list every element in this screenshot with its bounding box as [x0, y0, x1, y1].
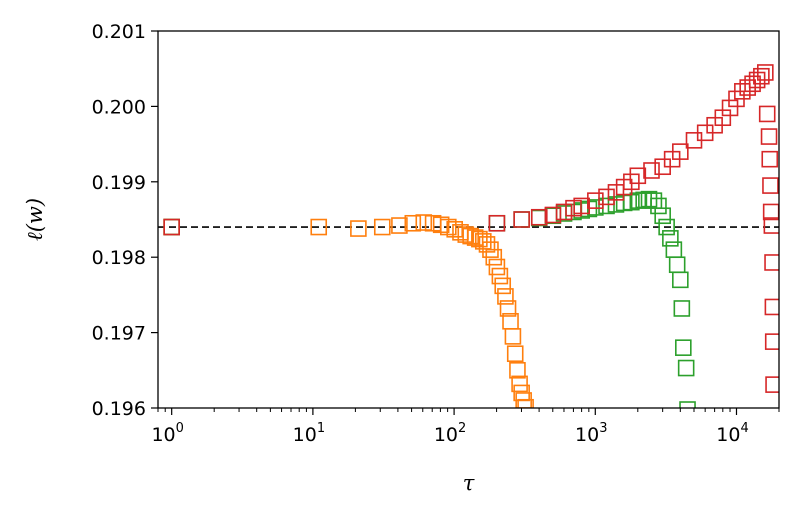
- data-point: [530, 208, 548, 226]
- data-point: [763, 217, 779, 234]
- data-point: [310, 218, 328, 236]
- data-point: [679, 401, 696, 408]
- data-point: [761, 150, 779, 168]
- x-tick-label: 103: [575, 421, 607, 446]
- data-point: [491, 267, 509, 285]
- series-layer: [163, 64, 779, 408]
- data-point: [672, 271, 689, 289]
- data-point: [677, 359, 695, 377]
- x-tick-label: 100: [151, 421, 183, 446]
- series-3: [163, 64, 779, 393]
- data-point: [350, 220, 367, 237]
- data-point: [391, 217, 408, 234]
- data-point: [629, 167, 647, 185]
- data-point: [675, 339, 692, 356]
- data-point: [673, 300, 691, 317]
- data-point: [457, 226, 475, 243]
- data-point: [544, 206, 562, 224]
- series-1: [163, 214, 534, 408]
- data-point: [650, 197, 667, 215]
- x-tick-label: 102: [434, 421, 466, 446]
- y-tick-label: 0.198: [92, 247, 146, 269]
- y-tick-label: 0.201: [92, 21, 146, 43]
- data-point: [662, 230, 679, 247]
- data-point: [573, 197, 590, 215]
- data-point: [530, 209, 548, 227]
- data-point: [645, 192, 663, 209]
- data-point: [499, 300, 517, 317]
- data-point: [643, 162, 660, 179]
- data-point: [764, 254, 779, 271]
- data-point: [762, 177, 779, 194]
- data-point: [404, 214, 422, 232]
- y-tick-label: 0.200: [92, 96, 146, 118]
- y-axis-label: ℓ(w): [23, 198, 47, 241]
- data-point: [488, 258, 506, 276]
- x-tick-label: 101: [293, 421, 325, 446]
- data-point: [764, 333, 779, 350]
- data-point: [446, 221, 463, 238]
- data-point: [598, 197, 615, 215]
- data-point: [163, 218, 180, 236]
- data-point: [462, 227, 479, 245]
- axis-ticks: [151, 30, 780, 415]
- y-tick-label: 0.197: [92, 323, 146, 345]
- data-point: [494, 277, 512, 295]
- plot-frame: [157, 30, 780, 409]
- data-point: [654, 207, 671, 225]
- data-point: [672, 143, 689, 160]
- data-point: [658, 218, 675, 236]
- data-point: [764, 298, 779, 316]
- data-point: [517, 398, 534, 408]
- data-point: [757, 64, 774, 81]
- data-point: [373, 218, 391, 236]
- data-point: [762, 203, 779, 221]
- data-point: [513, 211, 530, 228]
- data-point: [587, 192, 604, 209]
- data-point: [721, 99, 739, 117]
- x-tick-label: 104: [716, 421, 748, 446]
- data-point: [415, 214, 433, 231]
- data-point: [668, 256, 686, 274]
- data-point: [488, 214, 506, 232]
- data-point: [497, 288, 514, 305]
- series-2: [163, 190, 696, 408]
- data-point: [509, 361, 526, 379]
- data-point: [440, 218, 457, 236]
- data-point: [760, 128, 778, 145]
- y-tick-label: 0.199: [92, 172, 146, 194]
- data-point: [506, 345, 524, 363]
- x-axis-label: τ: [463, 471, 475, 495]
- data-point: [485, 248, 503, 266]
- data-point: [753, 67, 770, 85]
- data-point: [513, 211, 530, 228]
- data-point: [488, 214, 506, 232]
- data-point: [765, 376, 779, 393]
- data-point: [623, 173, 640, 191]
- data-point: [504, 328, 522, 345]
- axis-tick-labels: 100 101 102 103 104 0.196 0.197 0.198 0.199 0.200…: [92, 21, 749, 446]
- data-point: [598, 188, 615, 206]
- y-tick-label: 0.196: [92, 398, 146, 420]
- data-point: [511, 375, 528, 393]
- data-point: [665, 241, 683, 258]
- data-point: [555, 203, 573, 221]
- data-point: [758, 105, 776, 123]
